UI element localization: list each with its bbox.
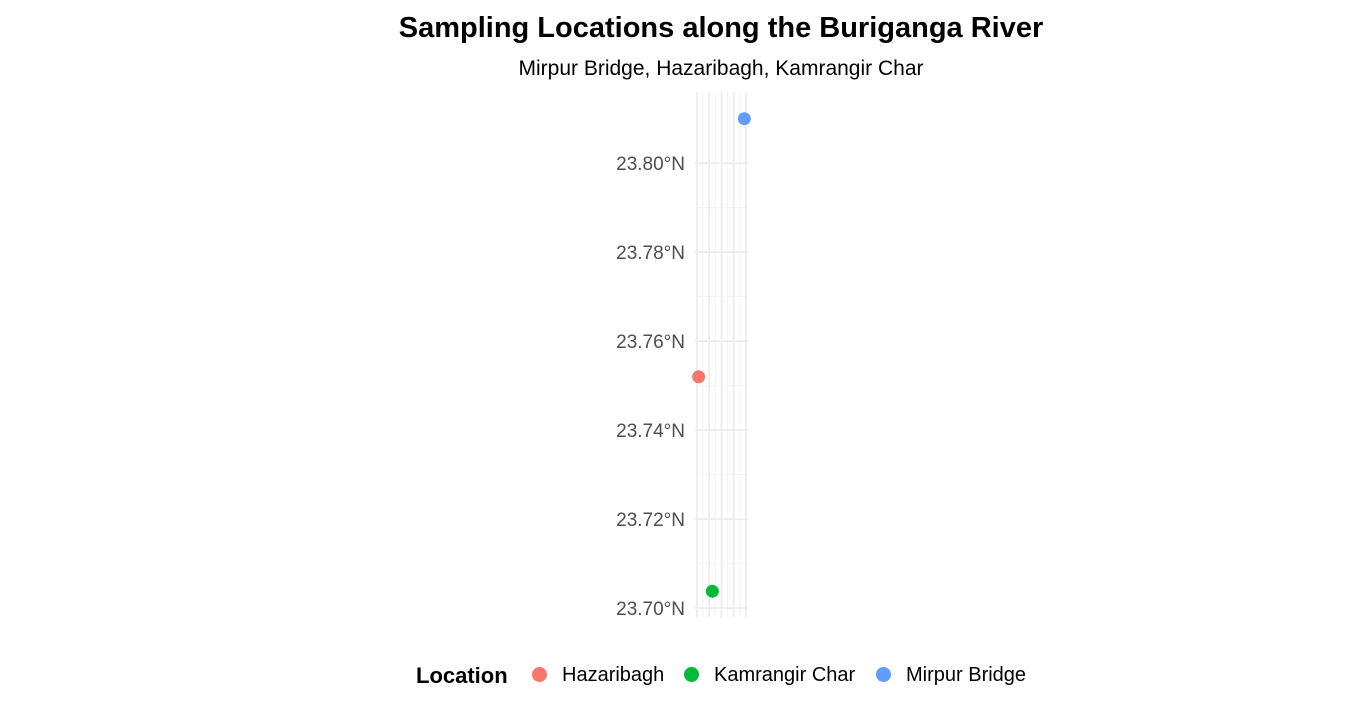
chart-subtitle: Mirpur Bridge, Hazaribagh, Kamrangir Cha… bbox=[518, 57, 924, 80]
y-tick-label: 23.70°N bbox=[616, 599, 685, 620]
y-axis-ticks: 23.70°N 23.72°N 23.74°N 23.76°N 23.78°N 23.80… bbox=[616, 154, 685, 620]
y-tick-label: 23.78°N bbox=[616, 243, 685, 264]
y-tick-label: 23.80°N bbox=[616, 154, 685, 175]
legend: Location Hazaribagh Kamrangir Char Mirpu… bbox=[0, 660, 1362, 692]
legend-title: Location bbox=[416, 663, 508, 688]
grid-lines bbox=[695, 92, 748, 617]
point-mirpur-bridge bbox=[737, 112, 751, 126]
legend-label-mirpur-bridge: Mirpur Bridge bbox=[906, 664, 1027, 686]
legend-key-mirpur-bridge bbox=[876, 667, 891, 682]
legend-label-hazaribagh: Hazaribagh bbox=[562, 664, 665, 686]
point-hazaribagh bbox=[692, 370, 706, 384]
legend-label-kamrangir-char: Kamrangir Char bbox=[714, 664, 856, 686]
legend-key-hazaribagh bbox=[532, 667, 547, 682]
data-points bbox=[692, 112, 751, 598]
y-tick-label: 23.74°N bbox=[616, 421, 685, 442]
chart-title: Sampling Locations along the Buriganga R… bbox=[398, 12, 1044, 44]
legend-key-kamrangir-char bbox=[684, 667, 699, 682]
y-tick-label: 23.76°N bbox=[616, 332, 685, 353]
scatter-plot: 23.70°N 23.72°N 23.74°N 23.76°N 23.78°N 23.80… bbox=[616, 92, 751, 620]
y-tick-label: 23.72°N bbox=[616, 510, 685, 531]
point-kamrangir-char bbox=[705, 584, 719, 598]
